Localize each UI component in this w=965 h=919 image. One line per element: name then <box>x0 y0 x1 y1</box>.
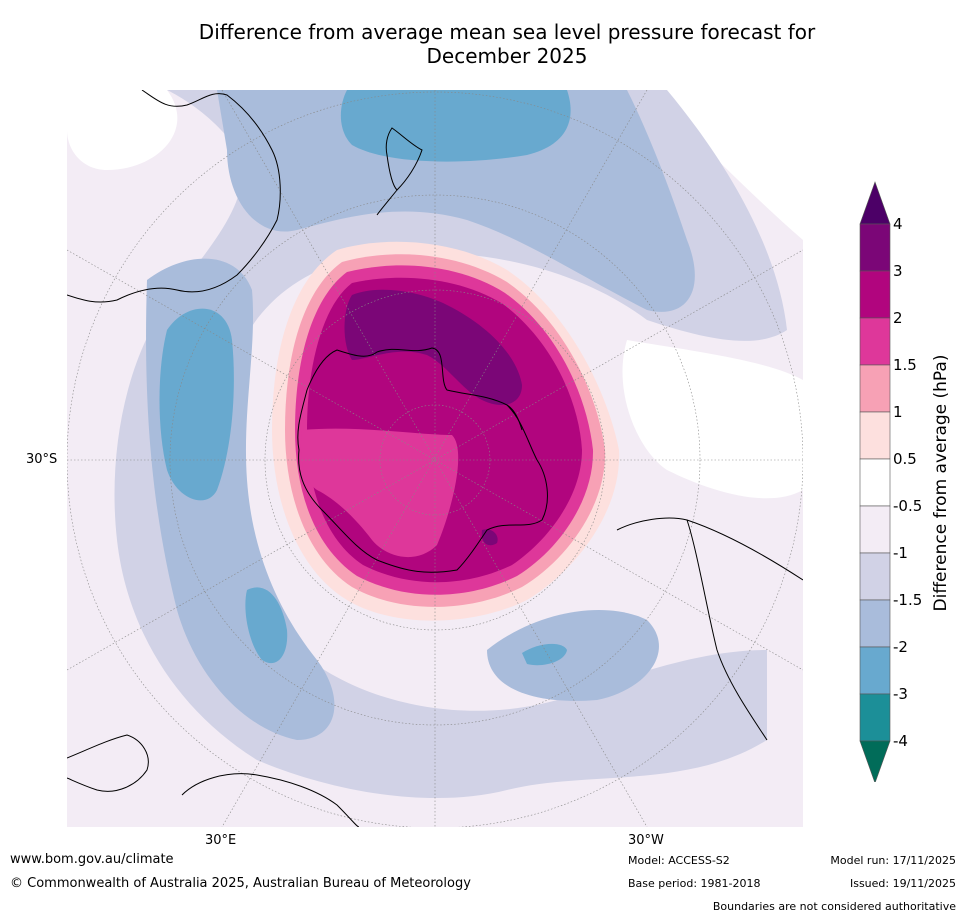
colorbar-tick-label: 3 <box>893 262 903 280</box>
colorbar-tick-label: 1 <box>893 403 903 421</box>
map-title: Difference from average mean sea level p… <box>0 20 965 68</box>
colorbar-under-triangle <box>859 740 891 782</box>
colorbar-bin <box>859 458 891 507</box>
footer-model-run: Model run: 17/11/2025 <box>830 854 956 867</box>
field-white-east <box>622 340 803 499</box>
colorbar-tick-label: 1.5 <box>893 356 917 374</box>
antarctic-peninsula-coastline <box>506 404 523 431</box>
south-america-coastline <box>616 517 803 741</box>
colorbar-tick-label: 2 <box>893 309 903 327</box>
colorbar-bin <box>859 364 891 413</box>
colorbar-bin <box>859 317 891 366</box>
coastlines <box>67 90 803 827</box>
colorbar-tick-label: -1.5 <box>893 591 923 609</box>
label-30e: 30°E <box>205 833 237 848</box>
colorbar-bin <box>859 505 891 554</box>
field-band-plus3-small <box>481 529 498 546</box>
colorbar-tick-label: -4 <box>893 732 908 750</box>
field-band-minus2-southwest <box>245 587 288 664</box>
australia-coastline <box>67 90 281 303</box>
meridian-120 <box>67 249 803 671</box>
colorbar-over-triangle <box>859 181 891 225</box>
graticule <box>67 90 803 827</box>
colorbar-tick-label: -3 <box>893 685 908 703</box>
colorbar-bin <box>859 411 891 460</box>
colorbar-bin <box>859 693 891 742</box>
colorbar-bin <box>859 223 891 272</box>
colorbar-tick-label: 0.5 <box>893 450 917 468</box>
footer-disclaimer: Boundaries are not considered authoritat… <box>712 900 956 913</box>
footer-base-period: Base period: 1981-2018 <box>628 877 761 890</box>
lat-circle-45s <box>169 194 701 726</box>
colorbar-bin <box>859 646 891 695</box>
title-line-1: Difference from average mean sea level p… <box>198 20 816 44</box>
label-30s: 30°S <box>26 452 58 467</box>
colorbar-tick-label: -1 <box>893 544 908 562</box>
field-band-plus1_5-inner <box>300 428 459 558</box>
field-band-plus3 <box>344 289 522 405</box>
field-band-minus1_5-north <box>217 90 695 312</box>
antarctica-coastline <box>297 347 548 573</box>
colorbar-bin <box>859 270 891 319</box>
field-band-minus2-south <box>522 643 567 666</box>
polar-map <box>67 90 803 827</box>
colorbar <box>859 181 891 782</box>
footer-issued: Issued: 19/11/2025 <box>849 877 956 890</box>
colorbar-tick-label: -0.5 <box>893 497 923 515</box>
colorbar-title: Difference from average (hPa) <box>931 354 951 612</box>
lat-circle-30s <box>67 91 803 827</box>
field-band-minus2-north <box>340 90 571 162</box>
label-30w: 30°W <box>628 833 664 848</box>
colorbar-bin <box>859 599 891 648</box>
field-band-minus2-west <box>159 308 234 501</box>
footer-url[interactable]: www.bom.gov.au/climate <box>10 852 174 867</box>
colorbar-tick-label: 4 <box>893 215 903 233</box>
field-white-top-left <box>67 90 178 170</box>
title-line-2: December 2025 <box>426 44 588 68</box>
colorbar-tick-label: -2 <box>893 638 908 656</box>
field-band-minus1_5-south <box>487 610 659 701</box>
new-zealand-south-island <box>376 189 398 216</box>
footer-model: Model: ACCESS-S2 <box>628 854 730 867</box>
footer-copyright: © Commonwealth of Australia 2025, Austra… <box>10 876 471 891</box>
africa-coastline <box>67 734 360 827</box>
colorbar-bin <box>859 552 891 601</box>
